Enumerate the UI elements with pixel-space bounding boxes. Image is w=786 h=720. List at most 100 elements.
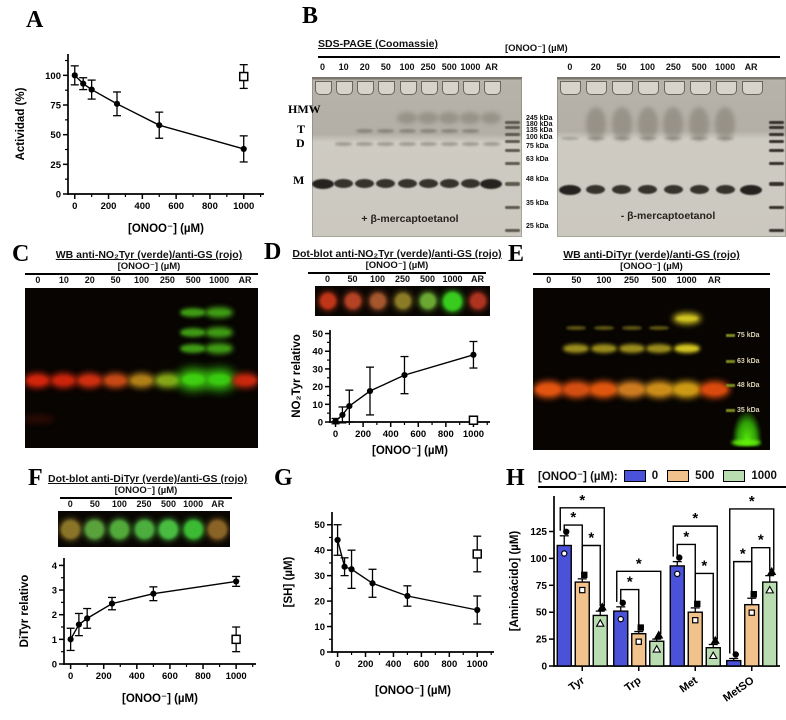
- legend-label: 1000: [751, 470, 777, 482]
- panel-g-thiol-chart: 0 200 400 600 800 1000 0 10 20 30 40 50 [ONOO⁻] (µM)…: [280, 498, 506, 702]
- panel-d-conc-header: [ONOO⁻] (µM): [365, 260, 429, 271]
- lane-label: 50: [89, 499, 100, 509]
- svg-text:200: 200: [101, 201, 117, 212]
- gel-band-monomer: [480, 179, 503, 189]
- mw-label: 48 kDa: [526, 176, 549, 183]
- gel-well: [420, 81, 438, 95]
- svg-text:10: 10: [312, 400, 323, 411]
- gel-band-dimer: [377, 142, 395, 146]
- gel-side-label-hmw: HMW: [288, 102, 321, 116]
- mw-label: 75 kDa: [526, 143, 549, 150]
- mw-label: 35 kDa: [526, 200, 549, 207]
- control-point: [472, 549, 482, 559]
- lane-label: 1000: [442, 274, 463, 284]
- svg-text:125: 125: [530, 527, 547, 538]
- scatter-point: [674, 570, 681, 578]
- significance-star: *: [570, 509, 576, 526]
- lane-label: 50: [380, 62, 391, 72]
- panel-c-divider-line: [25, 273, 258, 275]
- gel-band-hmw: [637, 107, 658, 141]
- significance-star: *: [701, 557, 707, 574]
- svg-text:400: 400: [386, 659, 402, 670]
- data-point: [470, 351, 477, 358]
- ladder-band: [505, 140, 520, 143]
- dot-blot-spot: [183, 519, 203, 539]
- panel-e-divider-line: [533, 273, 770, 275]
- scatter-point: [597, 602, 607, 611]
- panel-e-title: WB anti-DiTyr (verde)/anti-GS (rojo): [563, 249, 740, 261]
- bar-500-MetSO: [744, 603, 760, 667]
- dot-blot-no2tyr-image: [315, 286, 490, 316]
- panel-h-legend: [ONOO⁻] (µM): 0 500 1000: [538, 469, 786, 488]
- blot-band-upper: [592, 346, 615, 351]
- blot-band-upper: [649, 326, 670, 330]
- gel-well: [741, 81, 763, 95]
- ladder-band: [726, 409, 735, 412]
- gel-band-100kda: [560, 137, 579, 140]
- blot-band-main: [646, 384, 672, 395]
- gel-band-trimer: [377, 129, 395, 133]
- svg-text:0: 0: [68, 671, 73, 682]
- data-point: [334, 536, 341, 544]
- gel-band-monomer: [612, 185, 632, 194]
- significance-star: *: [758, 532, 764, 549]
- lane-label: 0: [546, 275, 552, 285]
- svg-text:0: 0: [541, 662, 547, 673]
- gel-band-monomer: [334, 179, 354, 188]
- lane-label: 0: [35, 275, 41, 285]
- blot-band-main: [674, 384, 700, 395]
- mw-label: 100 kDa: [526, 134, 553, 141]
- x-axis-label: [ONOO⁻] (µM): [372, 445, 448, 457]
- gel-band-monomer: [418, 179, 438, 188]
- panel-d-no2tyr-chart: 0 200 400 600 800 1000 0 10 20 30 40 50 [ONOO⁻] (µM)…: [288, 320, 502, 462]
- dot-blot-dityr-image: [58, 511, 230, 547]
- gel-band-monomer: [439, 179, 459, 188]
- gel-band-hmw: [663, 107, 684, 141]
- x-axis-label: [ONOO⁻] (µM): [375, 685, 451, 697]
- svg-text:4: 4: [52, 561, 58, 572]
- panel-d-lane-labels: 0 50 100 250 500 1000 AR: [315, 274, 490, 286]
- svg-text:800: 800: [202, 201, 218, 212]
- panel-e-letter: E: [508, 241, 525, 267]
- lane-label: 100: [133, 275, 150, 285]
- data-series-line: [336, 539, 478, 611]
- bar-0-MetSO: [726, 659, 742, 667]
- lane-label: 100: [596, 275, 612, 285]
- dot-blot-spot: [159, 519, 179, 539]
- ladder-band: [769, 162, 784, 165]
- dot-blot-spot: [419, 293, 436, 309]
- dot-blot-spot: [369, 293, 386, 309]
- gel-band-hmw: [611, 107, 632, 141]
- scatter-point: [654, 630, 664, 639]
- svg-text:0: 0: [335, 659, 340, 670]
- ladder-band: [769, 229, 784, 232]
- data-point: [240, 145, 247, 153]
- gel-band-100kda: [716, 137, 735, 140]
- dot-blot-spot: [394, 293, 411, 309]
- blot-band-upper: [182, 310, 205, 315]
- x-axis-label: [ONOO⁻] (µM): [128, 223, 204, 235]
- data-point: [67, 636, 74, 643]
- svg-text:600: 600: [168, 201, 184, 212]
- gel-band-dimer: [461, 142, 479, 146]
- lane-label: 0: [567, 62, 573, 72]
- svg-text:50: 50: [314, 520, 325, 531]
- ladder-band: [726, 360, 735, 363]
- mw-label: 135 kDa: [526, 127, 553, 134]
- blot-band-main: [53, 376, 75, 385]
- blot-band-main: [207, 374, 231, 385]
- svg-text:20: 20: [314, 597, 325, 608]
- scatter-point: [710, 635, 720, 644]
- gel-band-dimer: [356, 142, 374, 146]
- significance-star: *: [579, 492, 585, 509]
- lane-label: 0: [324, 274, 331, 284]
- blot-band-upper: [182, 330, 205, 335]
- lane-label: 50: [110, 275, 121, 285]
- mw-label: 25 kDa: [526, 223, 549, 230]
- blot-band-main: [234, 376, 256, 385]
- svg-text:0: 0: [333, 429, 338, 440]
- scatter-point: [637, 624, 644, 631]
- dot-blot-spot: [319, 293, 336, 309]
- data-point: [71, 72, 78, 79]
- panel-b-conc-header: [ONOO⁻] (µM): [505, 43, 568, 54]
